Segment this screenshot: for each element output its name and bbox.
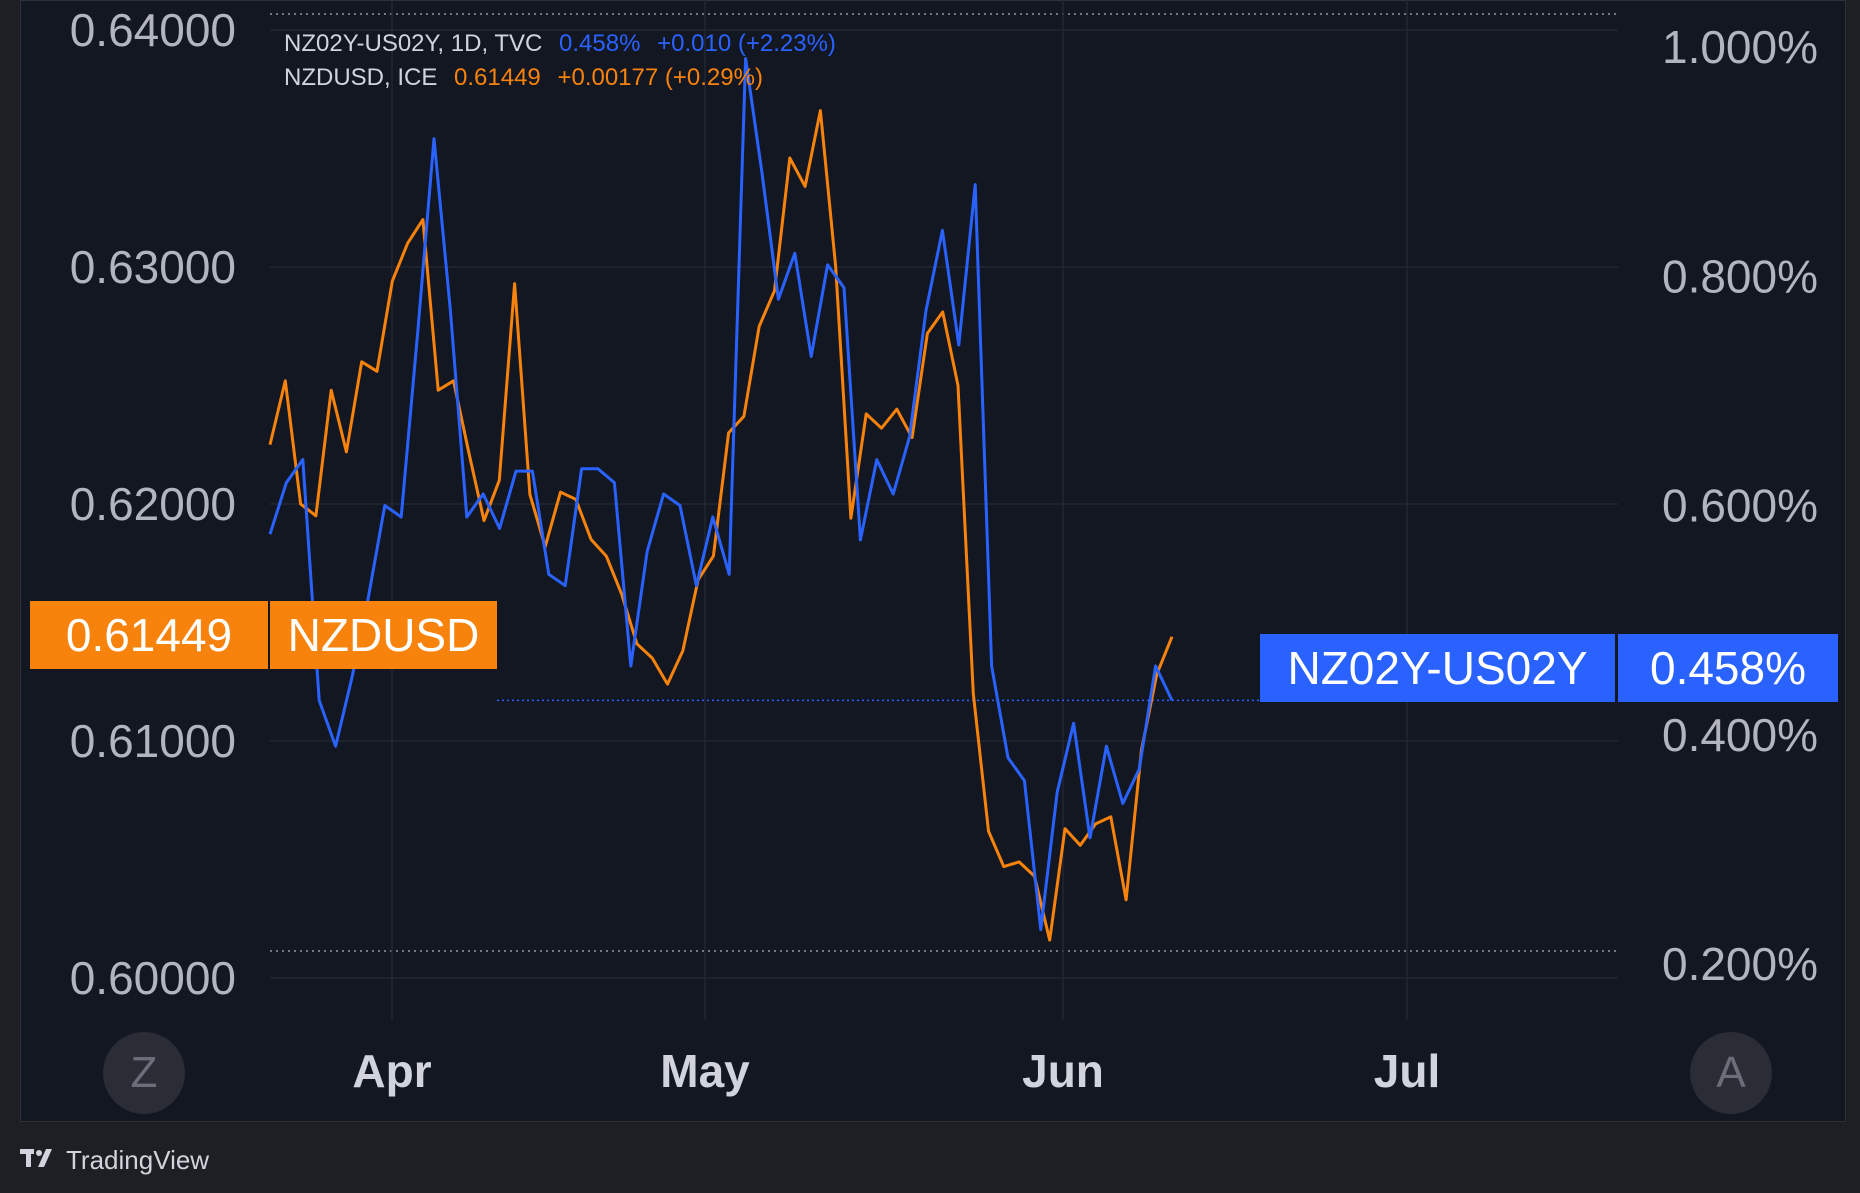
legend-nzdusd[interactable]: NZDUSD, ICE 0.61449 +0.00177 (+0.29%)	[284, 64, 773, 92]
x-axis-tick-label: May	[660, 1045, 750, 1097]
right-axis-tick-label: 0.400%	[1662, 709, 1818, 761]
spread-name-tag: NZ02Y-US02Y	[1260, 634, 1615, 702]
legend-spread-name: NZ02Y-US02Y, 1D, TVC	[284, 30, 543, 57]
left-axis-tick-label: 0.64000	[70, 4, 236, 56]
footer-brand: TradingView	[66, 1144, 210, 1175]
series-line-spread	[268, 57, 1174, 932]
right-axis-tick-label: 0.800%	[1662, 250, 1818, 302]
x-axis-tick-label: Apr	[352, 1045, 431, 1097]
legend-spread-value: 0.458%	[559, 30, 641, 57]
series-line-nzdusd	[268, 109, 1174, 942]
right-axis-tick-label: 1.000%	[1662, 21, 1818, 73]
left-axis-tick-label: 0.60000	[70, 952, 236, 1004]
x-axis-tick-label: Jun	[1022, 1045, 1104, 1097]
legend-nzdusd-value: 0.61449	[454, 64, 541, 91]
right-axis-tick-label: 0.600%	[1662, 480, 1818, 532]
tradingview-logo-icon	[20, 1145, 58, 1176]
spread-price-tag: 0.458%	[1618, 634, 1838, 702]
right-axis-tick-label: 0.200%	[1662, 938, 1818, 990]
legend-nzdusd-change: +0.00177 (+0.29%)	[557, 64, 763, 91]
nzdusd-price-tag: 0.61449	[30, 601, 268, 669]
x-axis-tick-label: Jul	[1374, 1045, 1440, 1097]
legend-spread[interactable]: NZ02Y-US02Y, 1D, TVC 0.458% +0.010 (+2.2…	[284, 30, 846, 58]
left-axis-tick-label: 0.63000	[70, 241, 236, 293]
left-axis-tick-label: 0.62000	[70, 478, 236, 530]
nzdusd-name-tag: NZDUSD	[270, 601, 497, 669]
zoom-button[interactable]: Z	[103, 1032, 185, 1114]
footer: TradingView	[20, 1140, 209, 1180]
auto-scale-button[interactable]: A	[1690, 1032, 1772, 1114]
legend-nzdusd-name: NZDUSD, ICE	[284, 64, 438, 91]
legend-spread-change: +0.010 (+2.23%)	[657, 30, 836, 57]
left-axis-tick-label: 0.61000	[70, 715, 236, 767]
chart-frame	[20, 0, 1846, 1122]
